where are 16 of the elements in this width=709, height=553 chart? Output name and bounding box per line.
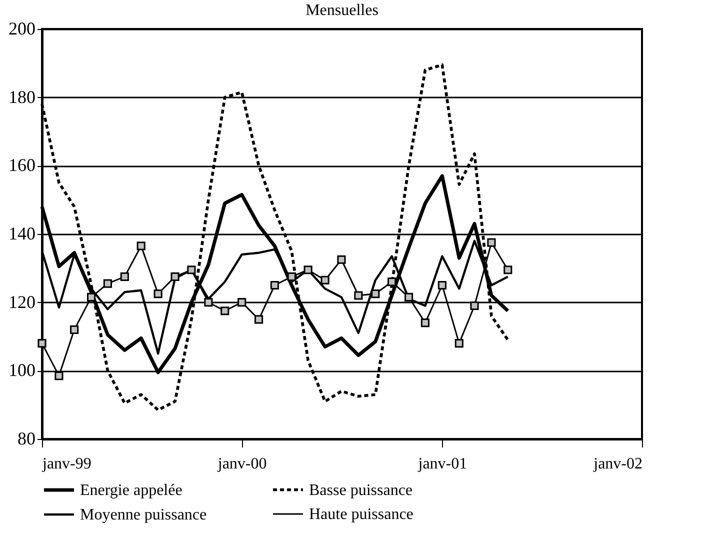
chart-title: Mensuelles bbox=[306, 2, 378, 19]
y-tick-label: 100 bbox=[8, 360, 36, 380]
y-tick-label: 80 bbox=[18, 428, 36, 448]
y-tick-label: 200 bbox=[8, 18, 36, 38]
legend-label: Basse puissance bbox=[309, 482, 413, 499]
legend-label: Haute puissance bbox=[309, 506, 414, 523]
x-tick-label: janv-02 bbox=[592, 456, 642, 472]
y-tick-label: 140 bbox=[8, 224, 36, 244]
y-tick-label: 180 bbox=[8, 86, 36, 107]
legend-label: Moyenne puissance bbox=[80, 506, 207, 524]
x-tick-label: janv-00 bbox=[216, 456, 267, 472]
x-tick-label: janv-99 bbox=[42, 456, 92, 472]
x-tick-label: janv-01 bbox=[417, 456, 468, 472]
y-tick-label: 160 bbox=[8, 155, 36, 176]
y-tick-label: 120 bbox=[8, 292, 36, 312]
legend-label: Energie appelée bbox=[80, 482, 182, 499]
